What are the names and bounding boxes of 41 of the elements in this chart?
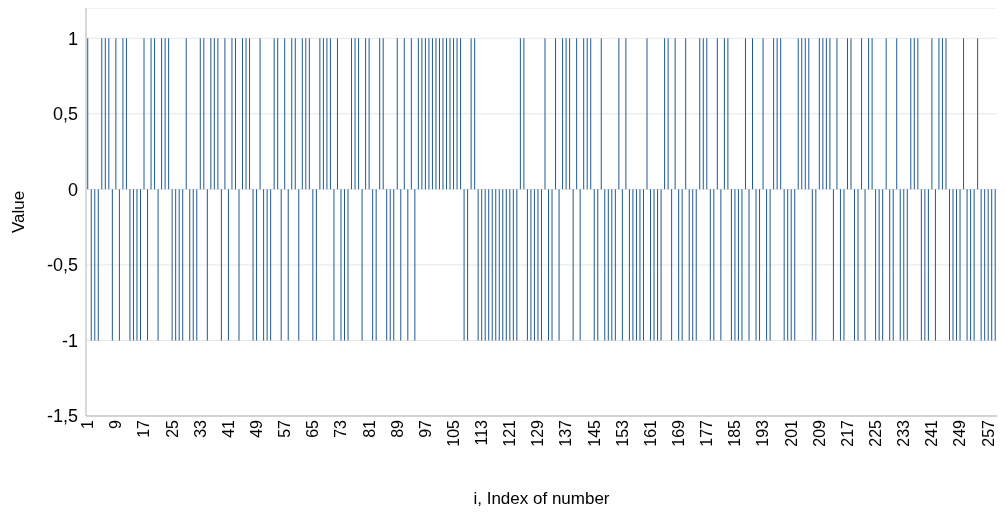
x-tick-label: 185 — [726, 419, 744, 447]
x-tick-label: 41 — [219, 419, 237, 438]
x-tick-label: 249 — [951, 419, 969, 447]
x-tick-label: 9 — [107, 419, 125, 429]
x-tick-label: 209 — [810, 419, 828, 447]
x-tick-label: 225 — [867, 419, 885, 447]
x-tick-label: 153 — [613, 419, 631, 447]
y-tick-label: 0,5 — [52, 104, 78, 125]
x-tick-label: 129 — [529, 419, 547, 447]
x-tick-label: 161 — [641, 419, 659, 447]
x-tick-label: 137 — [557, 419, 575, 447]
x-tick-label: 25 — [163, 419, 181, 438]
y-tick-label: -1,5 — [46, 406, 78, 427]
x-tick-label: 1 — [79, 419, 97, 429]
y-axis-title: Value — [9, 190, 29, 234]
x-tick-label: 65 — [304, 419, 322, 438]
x-tick-label: 257 — [979, 419, 997, 447]
x-tick-label: 81 — [360, 419, 378, 438]
x-tick-label: 121 — [501, 419, 519, 447]
x-tick-label: 177 — [698, 419, 716, 447]
y-tick-label: 1 — [67, 28, 78, 49]
x-tick-label: 57 — [276, 419, 294, 438]
x-tick-label: 105 — [444, 419, 462, 447]
x-tick-label: 241 — [923, 419, 941, 447]
x-tick-label: 33 — [191, 419, 209, 438]
x-tick-label: 145 — [585, 419, 603, 447]
x-tick-label: 201 — [782, 419, 800, 447]
y-tick-label: -1 — [61, 330, 78, 351]
x-tick-label: 217 — [838, 419, 856, 447]
x-tick-label: 17 — [135, 419, 153, 438]
y-tick-label: -0,5 — [46, 255, 78, 276]
x-tick-label: 233 — [895, 419, 913, 447]
x-tick-label: 73 — [332, 419, 350, 438]
x-tick-label: 169 — [670, 419, 688, 447]
x-tick-label: 49 — [247, 419, 265, 438]
x-tick-label: 193 — [754, 419, 772, 447]
x-tick-label: 89 — [388, 419, 406, 438]
x-tick-label: 97 — [416, 419, 434, 438]
x-tick-label: 113 — [473, 419, 491, 446]
x-axis-title: i, Index of number — [473, 489, 610, 508]
y-tick-label: 0 — [67, 179, 78, 200]
